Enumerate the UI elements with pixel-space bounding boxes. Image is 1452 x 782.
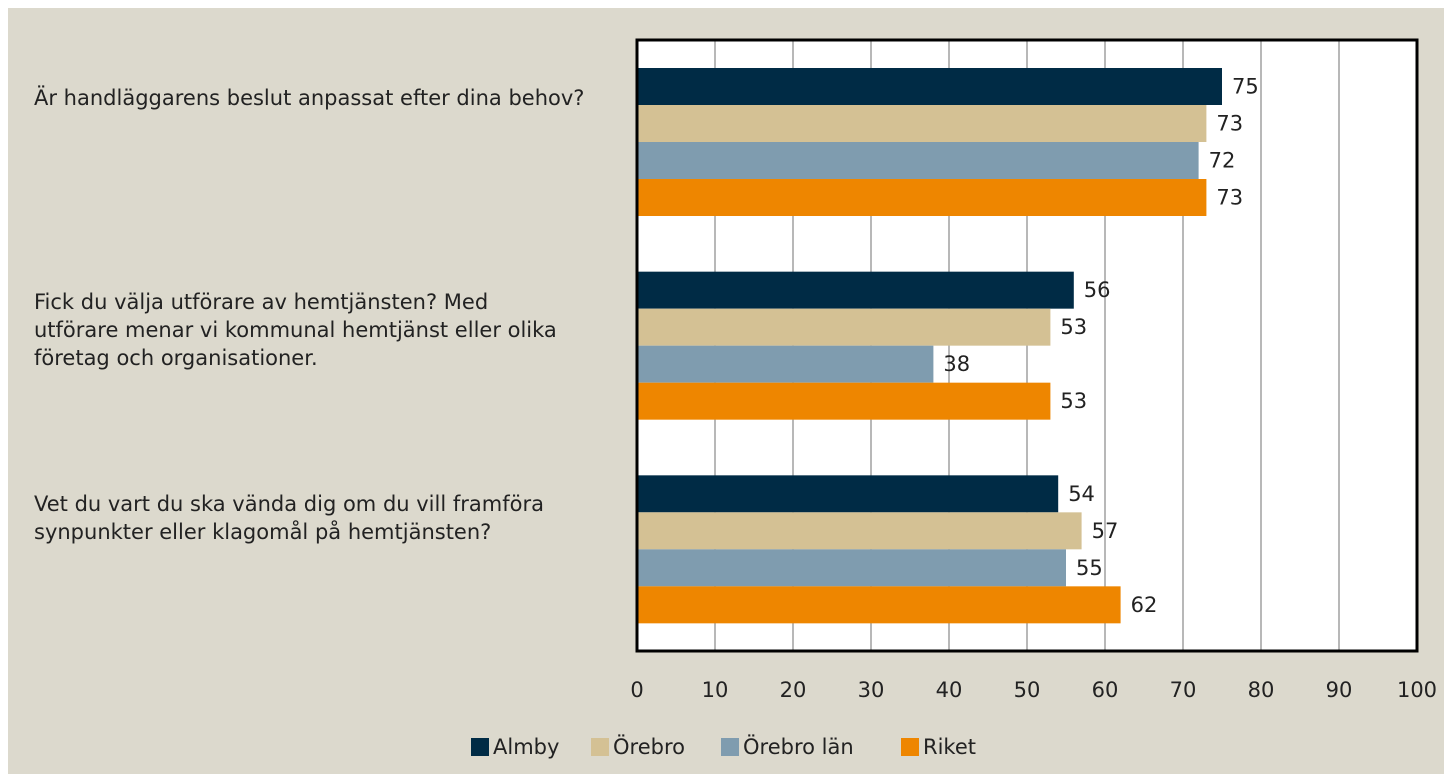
legend-label: Örebro län bbox=[743, 734, 854, 759]
value-label: 73 bbox=[1216, 112, 1243, 136]
bar bbox=[637, 271, 1074, 309]
bar bbox=[637, 512, 1082, 550]
bar bbox=[637, 105, 1207, 142]
x-tick-label: 0 bbox=[630, 678, 643, 702]
x-tick-label: 100 bbox=[1397, 678, 1437, 702]
bar bbox=[637, 549, 1066, 587]
x-tick-label: 40 bbox=[936, 678, 963, 702]
bar bbox=[637, 179, 1207, 216]
bar bbox=[637, 308, 1051, 346]
value-label: 72 bbox=[1209, 149, 1236, 173]
legend-swatch bbox=[591, 738, 609, 756]
bar bbox=[637, 586, 1121, 624]
bar bbox=[637, 142, 1199, 179]
x-tick-label: 60 bbox=[1092, 678, 1119, 702]
x-tick-label: 10 bbox=[702, 678, 729, 702]
value-label: 38 bbox=[943, 352, 970, 376]
category-label: Är handläggarens beslut anpassat efter d… bbox=[34, 86, 585, 110]
value-label: 53 bbox=[1060, 315, 1087, 339]
bar bbox=[637, 382, 1051, 420]
plot-border bbox=[635, 38, 1419, 653]
bar bbox=[637, 68, 1222, 105]
x-tick-label: 80 bbox=[1248, 678, 1275, 702]
legend-label: Örebro bbox=[613, 734, 685, 759]
value-label: 62 bbox=[1131, 593, 1158, 617]
bar bbox=[637, 345, 934, 383]
x-tick-label: 90 bbox=[1326, 678, 1353, 702]
x-tick-label: 20 bbox=[780, 678, 807, 702]
value-label: 56 bbox=[1084, 278, 1111, 302]
x-tick-label: 50 bbox=[1014, 678, 1041, 702]
category-label: Fick du välja utförare av hemtjänsten? M… bbox=[34, 290, 557, 370]
value-label: 55 bbox=[1076, 556, 1103, 580]
value-label: 57 bbox=[1092, 519, 1119, 543]
legend-label: Almby bbox=[493, 735, 559, 759]
x-tick-label: 30 bbox=[858, 678, 885, 702]
x-tick-label: 70 bbox=[1170, 678, 1197, 702]
legend-swatch bbox=[901, 738, 919, 756]
value-label: 73 bbox=[1216, 186, 1243, 210]
legend-swatch bbox=[471, 738, 489, 756]
bar bbox=[637, 475, 1059, 513]
value-label: 53 bbox=[1060, 389, 1087, 413]
legend-label: Riket bbox=[923, 735, 976, 759]
value-label: 75 bbox=[1232, 75, 1259, 99]
legend-swatch bbox=[721, 738, 739, 756]
value-label: 54 bbox=[1068, 482, 1095, 506]
category-label: Vet du vart du ska vända dig om du vill … bbox=[34, 492, 544, 544]
